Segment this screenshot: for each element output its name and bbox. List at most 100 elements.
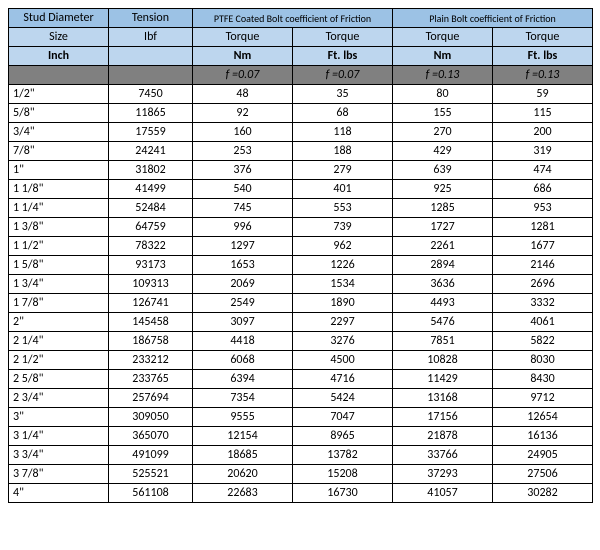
table-cell: 3636 <box>393 275 493 294</box>
table-row: 2 1/2"23321260684500108288030 <box>9 351 593 370</box>
table-row: 2 5/8"23376563944716114298430 <box>9 370 593 389</box>
hdr-f2: f =0.07 <box>293 66 393 85</box>
table-cell: 7450 <box>109 85 193 104</box>
table-cell: 2549 <box>193 294 293 313</box>
table-cell: 13782 <box>293 446 393 465</box>
table-cell: 16136 <box>493 427 593 446</box>
table-cell: 48 <box>193 85 293 104</box>
table-cell: 115 <box>493 104 593 123</box>
table-cell: 553 <box>293 199 393 218</box>
table-cell: 1285 <box>393 199 493 218</box>
table-row: 1 3/8"6475999673917271281 <box>9 218 593 237</box>
table-cell: 11865 <box>109 104 193 123</box>
hdr-f1: f =0.07 <box>193 66 293 85</box>
table-cell: 64759 <box>109 218 193 237</box>
table-cell: 1 1/8" <box>9 180 109 199</box>
hdr-ftlbs-1: Ft. lbs <box>293 47 393 66</box>
table-cell: 376 <box>193 161 293 180</box>
table-cell: 5476 <box>393 313 493 332</box>
hdr-torque-3: Torque <box>393 28 493 47</box>
table-cell: 12654 <box>493 408 593 427</box>
table-cell: 925 <box>393 180 493 199</box>
hdr-grey-2 <box>109 66 193 85</box>
table-cell: 8030 <box>493 351 593 370</box>
table-cell: 1 7/8" <box>9 294 109 313</box>
bolt-torque-table: Stud Diameter Tension PTFE Coated Bolt c… <box>8 8 593 503</box>
table-row: 3"309050955570471715612654 <box>9 408 593 427</box>
table-header: Stud Diameter Tension PTFE Coated Bolt c… <box>9 9 593 85</box>
table-row: 2 3/4"25769473545424131689712 <box>9 389 593 408</box>
table-body: 1/2"7450483580595/8"1186592681551153/4"1… <box>9 85 593 503</box>
table-cell: 109313 <box>109 275 193 294</box>
table-cell: 309050 <box>109 408 193 427</box>
table-cell: 3097 <box>193 313 293 332</box>
table-cell: 80 <box>393 85 493 104</box>
table-cell: 365070 <box>109 427 193 446</box>
hdr-size: Size <box>9 28 109 47</box>
table-cell: 4500 <box>293 351 393 370</box>
table-cell: 17559 <box>109 123 193 142</box>
table-cell: 8430 <box>493 370 593 389</box>
table-cell: 13168 <box>393 389 493 408</box>
table-cell: 24905 <box>493 446 593 465</box>
table-cell: 118 <box>293 123 393 142</box>
hdr-ftlbs-2: Ft. lbs <box>493 47 593 66</box>
table-cell: 126741 <box>109 294 193 313</box>
table-cell: 2 1/2" <box>9 351 109 370</box>
table-cell: 1 1/2" <box>9 237 109 256</box>
table-cell: 540 <box>193 180 293 199</box>
table-cell: 30282 <box>493 484 593 503</box>
table-cell: 745 <box>193 199 293 218</box>
table-cell: 739 <box>293 218 393 237</box>
table-cell: 953 <box>493 199 593 218</box>
hdr-inch: Inch <box>9 47 109 66</box>
table-cell: 145458 <box>109 313 193 332</box>
table-cell: 2" <box>9 313 109 332</box>
table-cell: 41057 <box>393 484 493 503</box>
table-cell: 257694 <box>109 389 193 408</box>
table-cell: 6068 <box>193 351 293 370</box>
table-cell: 2 1/4" <box>9 332 109 351</box>
table-cell: 686 <box>493 180 593 199</box>
table-row: 2 1/4"1867584418327678515822 <box>9 332 593 351</box>
table-cell: 11429 <box>393 370 493 389</box>
hdr-nm-1: Nm <box>193 47 293 66</box>
table-cell: 3 1/4" <box>9 427 109 446</box>
table-cell: 1297 <box>193 237 293 256</box>
table-cell: 27506 <box>493 465 593 484</box>
table-cell: 92 <box>193 104 293 123</box>
table-cell: 93173 <box>109 256 193 275</box>
table-row: 1 7/8"1267412549189044933332 <box>9 294 593 313</box>
table-cell: 16730 <box>293 484 393 503</box>
table-cell: 188 <box>293 142 393 161</box>
table-cell: 4" <box>9 484 109 503</box>
table-row: 1/2"745048358059 <box>9 85 593 104</box>
table-cell: 5/8" <box>9 104 109 123</box>
table-cell: 2 3/4" <box>9 389 109 408</box>
table-cell: 1281 <box>493 218 593 237</box>
table-cell: 1" <box>9 161 109 180</box>
table-cell: 5822 <box>493 332 593 351</box>
table-cell: 2261 <box>393 237 493 256</box>
table-cell: 52484 <box>109 199 193 218</box>
table-cell: 962 <box>293 237 393 256</box>
table-row: 4"56110822683167304105730282 <box>9 484 593 503</box>
table-cell: 9712 <box>493 389 593 408</box>
table-cell: 2894 <box>393 256 493 275</box>
table-cell: 41499 <box>109 180 193 199</box>
table-cell: 561108 <box>109 484 193 503</box>
table-cell: 31802 <box>109 161 193 180</box>
table-cell: 1653 <box>193 256 293 275</box>
hdr-f3: f =0.13 <box>393 66 493 85</box>
table-cell: 7354 <box>193 389 293 408</box>
table-row: 1"31802376279639474 <box>9 161 593 180</box>
table-cell: 68 <box>293 104 393 123</box>
table-cell: 1677 <box>493 237 593 256</box>
table-cell: 17156 <box>393 408 493 427</box>
hdr-grey-1 <box>9 66 109 85</box>
table-cell: 1226 <box>293 256 393 275</box>
table-row: 1 1/4"524847455531285953 <box>9 199 593 218</box>
table-cell: 3 3/4" <box>9 446 109 465</box>
table-cell: 1 3/4" <box>9 275 109 294</box>
hdr-f4: f =0.13 <box>493 66 593 85</box>
